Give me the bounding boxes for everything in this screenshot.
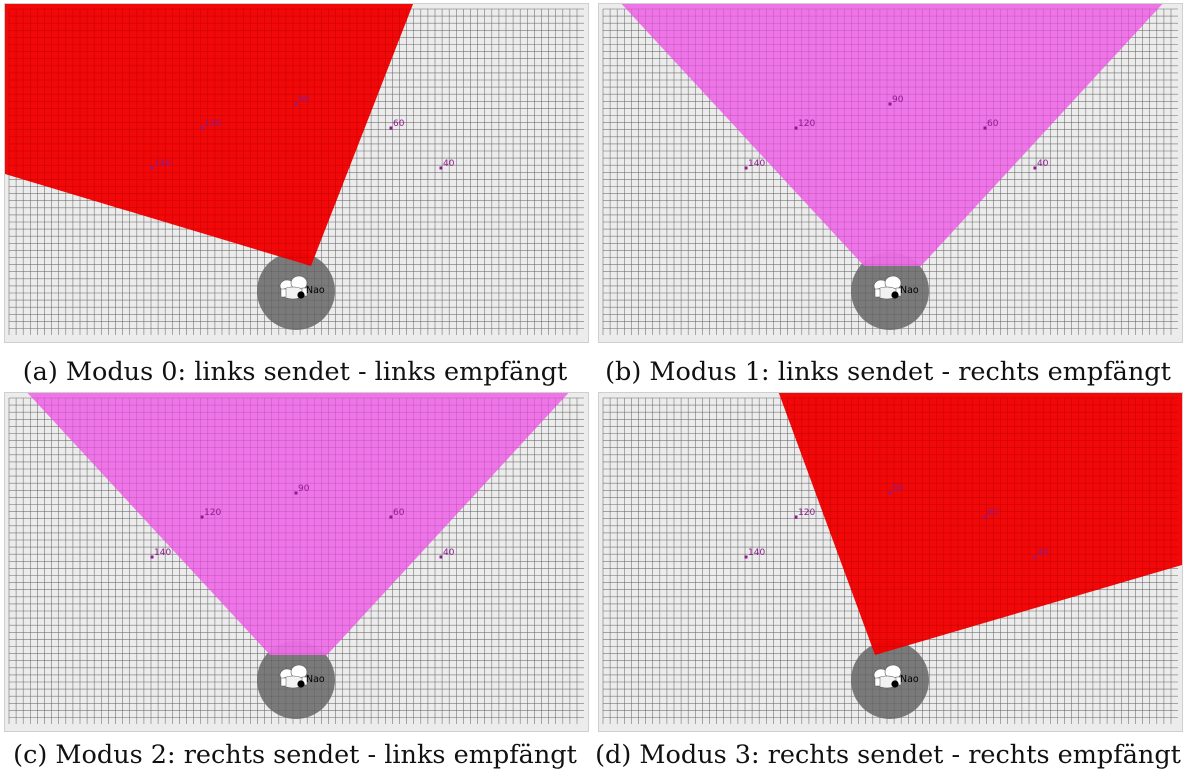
angle-marker-dot <box>1033 555 1037 559</box>
angle-marker-label: 90 <box>298 95 310 105</box>
grid-overlay <box>602 397 1178 724</box>
angle-marker-dot <box>200 515 204 519</box>
angle-marker-label: 140 <box>154 159 171 169</box>
robot-label: Nao <box>900 674 919 685</box>
angle-marker-label: 60 <box>987 508 999 518</box>
angle-marker-dot <box>150 555 154 559</box>
nao-robot-icon <box>279 275 308 300</box>
angle-marker-dot <box>439 166 443 170</box>
grid-overlay <box>8 8 584 335</box>
robot-center-dot <box>891 291 899 299</box>
caption-d: (d) Modus 3: rechts sendet - rechts empf… <box>595 740 1181 770</box>
angle-marker-dot <box>150 166 154 170</box>
angle-marker-dot <box>294 491 298 495</box>
sonar-field: Nao 140 120 90 60 40 <box>599 393 1182 731</box>
angle-marker-dot <box>200 126 204 130</box>
angle-marker-label: 90 <box>298 484 310 494</box>
angle-marker-label: 120 <box>798 119 815 129</box>
sonar-beam <box>621 4 1163 266</box>
robot-label: Nao <box>306 285 325 296</box>
caption-a: (a) Modus 0: links sendet - links empfän… <box>22 357 568 387</box>
panel-a-diagram: Nao 140 120 90 60 40 <box>4 3 589 343</box>
angle-marker-label: 120 <box>798 508 815 518</box>
angle-marker-dot <box>794 126 798 130</box>
sonar-beam <box>778 393 1182 655</box>
angle-marker-label: 90 <box>892 95 904 105</box>
angle-marker-label: 40 <box>1037 159 1049 169</box>
panel-b-diagram: Nao 140 120 90 60 40 <box>598 3 1183 343</box>
angle-marker-label: 40 <box>443 548 455 558</box>
angle-marker-dot <box>888 102 892 106</box>
angle-marker-dot <box>744 166 748 170</box>
angle-marker-dot <box>744 555 748 559</box>
angle-marker-label: 120 <box>204 119 221 129</box>
sonar-beam <box>27 393 569 655</box>
angle-marker-dot <box>1033 166 1037 170</box>
panel-d-diagram: Nao 140 120 90 60 40 <box>598 392 1183 732</box>
sonar-field: Nao 140 120 90 60 40 <box>5 4 588 342</box>
grid-overlay <box>8 397 584 724</box>
robot-center-dot <box>297 291 305 299</box>
angle-marker-dot <box>389 126 393 130</box>
angle-marker-dot <box>983 515 987 519</box>
angle-marker-dot <box>439 555 443 559</box>
angle-marker-label: 140 <box>748 159 765 169</box>
angle-marker-label: 120 <box>204 508 221 518</box>
grid-overlay <box>602 8 1178 335</box>
panel-c-diagram: Nao 140 120 90 60 40 <box>4 392 589 732</box>
angle-marker-label: 60 <box>987 119 999 129</box>
sonar-field: Nao 140 120 90 60 40 <box>599 4 1182 342</box>
angle-marker-label: 90 <box>892 484 904 494</box>
robot-center-dot <box>297 680 305 688</box>
angle-marker-dot <box>294 102 298 106</box>
angle-marker-dot <box>389 515 393 519</box>
angle-marker-dot <box>794 515 798 519</box>
angle-marker-label: 40 <box>443 159 455 169</box>
angle-marker-dot <box>888 491 892 495</box>
robot-label: Nao <box>900 285 919 296</box>
robot-center-dot <box>891 680 899 688</box>
angle-marker-label: 60 <box>393 119 405 129</box>
caption-c: (c) Modus 2: rechts sendet - links empfä… <box>13 740 577 770</box>
angle-marker-label: 140 <box>154 548 171 558</box>
angle-marker-label: 40 <box>1037 548 1049 558</box>
angle-marker-label: 60 <box>393 508 405 518</box>
angle-marker-label: 140 <box>748 548 765 558</box>
angle-marker-dot <box>983 126 987 130</box>
sonar-beam <box>5 4 414 266</box>
caption-b: (b) Modus 1: links sendet - rechts empfä… <box>605 357 1171 387</box>
robot-label: Nao <box>306 674 325 685</box>
sonar-field: Nao 140 120 90 60 40 <box>5 393 588 731</box>
